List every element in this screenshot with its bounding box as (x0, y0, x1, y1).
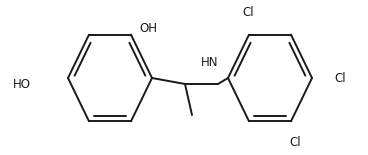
Text: OH: OH (139, 22, 157, 35)
Text: Cl: Cl (334, 71, 346, 84)
Text: HO: HO (13, 78, 31, 91)
Text: Cl: Cl (289, 137, 301, 150)
Text: Cl: Cl (242, 5, 254, 18)
Text: HN: HN (201, 55, 219, 69)
